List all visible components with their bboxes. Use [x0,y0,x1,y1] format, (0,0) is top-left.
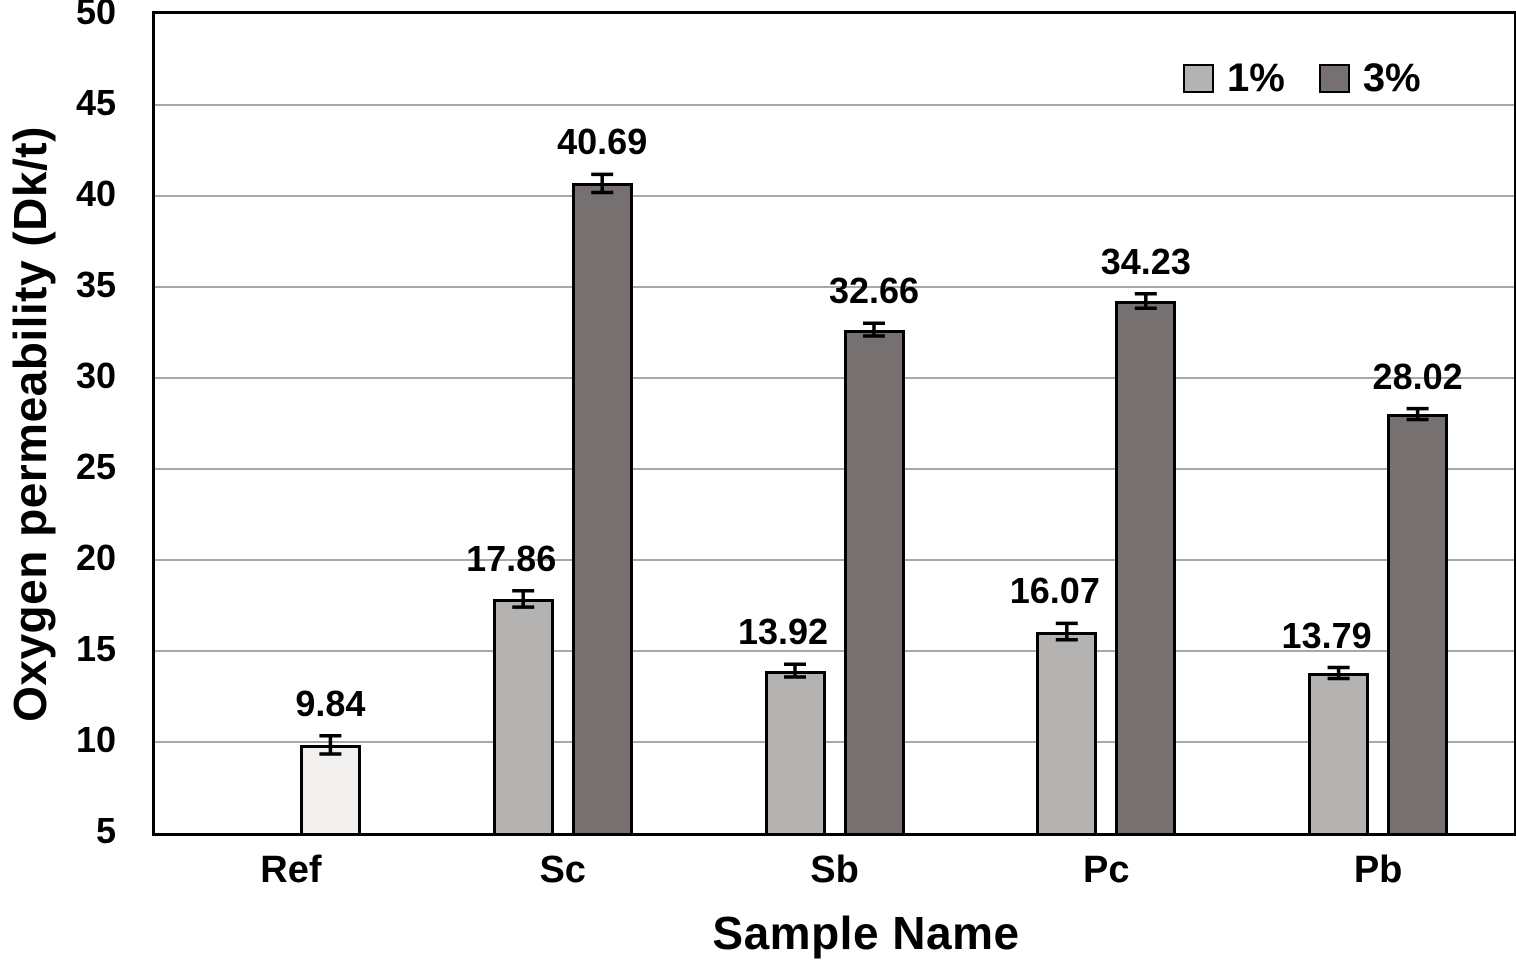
bar-sc-3pct [571,183,633,836]
value-label-sb-1pct: 13.92 [737,611,829,653]
y-tick-label-45: 45 [75,82,116,123]
gridline-30 [155,377,1514,379]
bar-sb-3pct [843,329,905,836]
value-label-sc-3pct: 40.69 [557,121,648,163]
y-tick-label-40: 40 [75,173,116,214]
x-axis-title: Sample Name [712,907,1020,959]
y-tick-label-20: 20 [75,537,116,578]
value-label-pb-1pct: 13.79 [1281,614,1372,656]
y-tick-label-30: 30 [75,355,116,396]
gridline-45 [155,104,1514,106]
legend-swatch-3pct [1318,63,1350,93]
y-tick-label-25: 25 [75,446,116,487]
x-tick-label-sc: Sc [539,849,586,891]
gridline-25 [155,468,1514,470]
bar-ref-ref [299,744,361,836]
gridline-35 [155,286,1514,288]
gridline-15 [155,650,1514,652]
legend-swatch-1pct [1183,63,1214,93]
value-label-pb-3pct: 28.02 [1372,355,1463,397]
value-label-sc-1pct: 17.86 [466,537,557,579]
y-tick-label-10: 10 [75,719,116,760]
legend-label-3pct: 3% [1362,56,1421,100]
x-tick-label-pc: Pc [1083,849,1130,891]
legend-label-1pct: 1% [1227,56,1285,100]
gridline-20 [155,559,1514,561]
value-label-pc-1pct: 16.07 [1009,570,1100,612]
legend-item-1pct: 1% [1183,58,1285,98]
y-tick-label-50: 50 [75,0,116,32]
value-label-ref-ref: 9.84 [295,682,366,724]
gridline-40 [155,195,1514,197]
legend: 1% 3% [1183,58,1421,98]
y-tick-label-15: 15 [75,628,116,669]
bar-pb-3pct [1387,414,1449,836]
value-label-pc-3pct: 34.23 [1100,240,1191,282]
y-tick-label-35: 35 [75,264,116,305]
bar-sb-1pct [764,670,826,836]
x-tick-label-pb: Pb [1353,849,1403,891]
gridline-10 [155,741,1514,743]
value-label-sb-3pct: 32.66 [828,270,920,312]
bar-pc-3pct [1115,301,1177,836]
legend-item-3pct: 3% [1318,56,1421,100]
y-tick-label-5: 5 [95,810,116,851]
x-tick-label-ref: Ref [260,849,322,891]
x-tick-label-sb: Sb [810,849,859,891]
